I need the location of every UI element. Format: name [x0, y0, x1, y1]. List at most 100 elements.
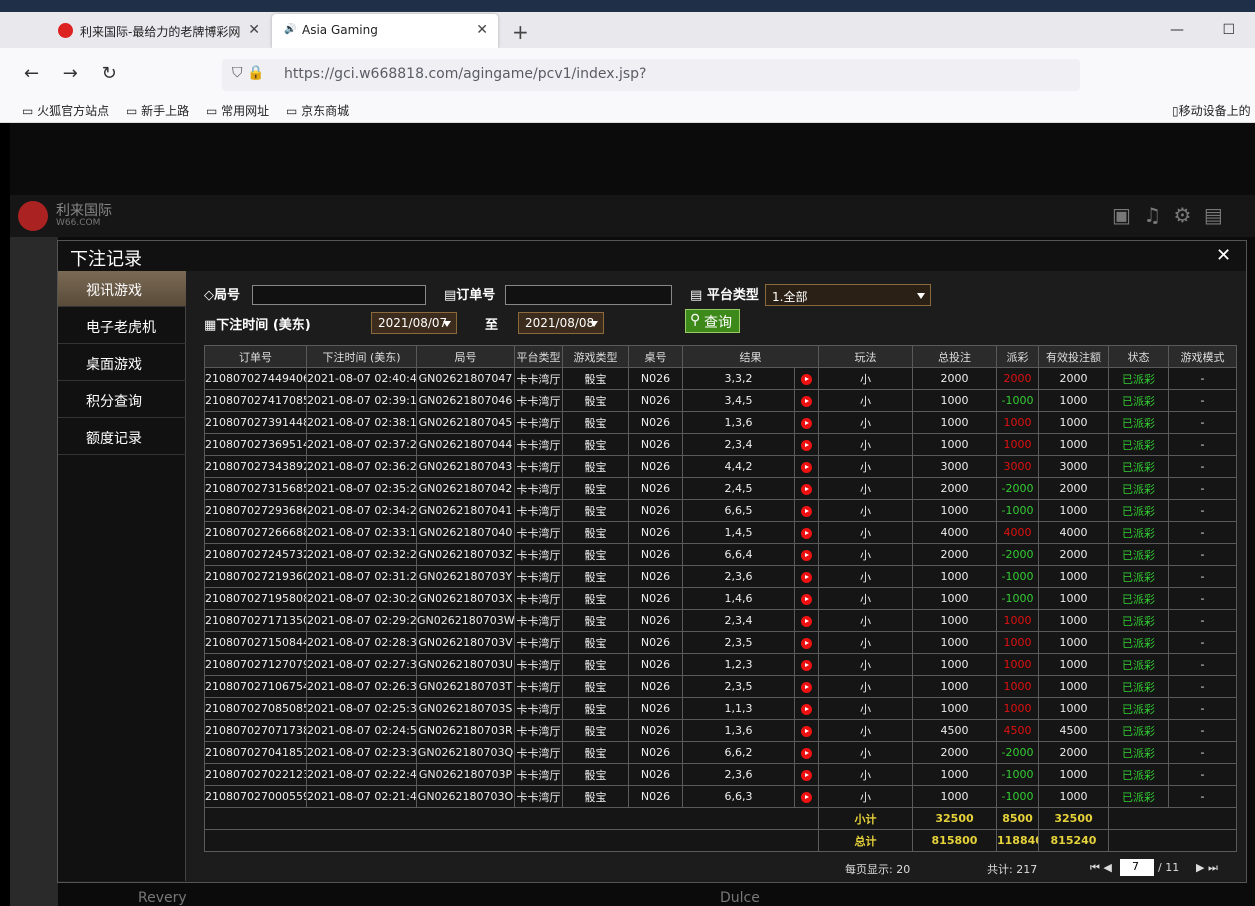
cell: GN02621807047 [416, 367, 515, 390]
replay-icon[interactable] [801, 395, 812, 407]
date-to[interactable]: 2021/08/08 [518, 312, 604, 334]
replay-icon[interactable] [801, 417, 812, 429]
query-button[interactable]: ⚲ 查询 [685, 309, 740, 333]
menu-item[interactable]: 视讯游戏 [58, 271, 186, 307]
browser-tab[interactable]: 🔊 Asia Gaming ✕ [272, 14, 498, 48]
tab-close[interactable]: ✕ [476, 22, 488, 38]
page-input[interactable]: 7 [1120, 859, 1154, 876]
window-controls[interactable]: — ☐ [1170, 22, 1236, 38]
new-tab[interactable]: + [512, 20, 529, 44]
date-from[interactable]: 2021/08/07 [371, 312, 457, 334]
replay-icon[interactable] [801, 725, 812, 737]
menu-item[interactable]: 桌面游戏 [58, 345, 186, 381]
security-icon[interactable]: ⛉ 🔒 [232, 65, 265, 81]
menu-item[interactable]: 额度记录 [58, 419, 186, 455]
bookmark-label: 新手上路 [141, 104, 190, 118]
cell: GN02621807041 [416, 499, 515, 522]
site-sidebar [10, 237, 58, 906]
value: 20 [896, 863, 911, 876]
order-input[interactable] [505, 285, 672, 305]
site-icons[interactable]: ▣ ♫ ⚙ ▤ [1112, 203, 1223, 227]
cell: 已派彩 [1108, 675, 1169, 698]
replay-icon[interactable] [801, 747, 812, 759]
replay-icon[interactable] [801, 703, 812, 715]
separator: / [1158, 861, 1162, 874]
replay-icon-cell[interactable] [794, 389, 819, 412]
replay-icon[interactable] [801, 681, 812, 693]
replay-icon-cell[interactable] [794, 543, 819, 566]
bet-row: 210807027266688 2021-08-07 02:33:19 GN0262… [204, 521, 1237, 544]
url: https://gci.w668818.com/agingame/pcv1/in… [284, 66, 647, 82]
replay-icon-cell[interactable] [794, 631, 819, 654]
replay-icon-cell[interactable] [794, 741, 819, 764]
replay-icon-cell[interactable] [794, 367, 819, 390]
replay-icon[interactable] [801, 659, 812, 671]
replay-icon[interactable] [801, 461, 812, 473]
replay-icon-cell[interactable] [794, 565, 819, 588]
page-prev[interactable]: ⏮ ◀ [1090, 861, 1112, 874]
cell: N026 [628, 785, 683, 808]
cell: 1000 [1038, 587, 1109, 610]
column-header: 结果 [682, 345, 819, 368]
replay-icon[interactable] [801, 615, 812, 627]
label-text: 平台类型 [706, 288, 759, 303]
replay-icon-cell[interactable] [794, 499, 819, 522]
total-count: 共计: 217 [987, 861, 1037, 877]
cell: 2021-08-07 02:29:26 [306, 609, 417, 632]
platform-select[interactable]: 1.全部 [765, 284, 931, 306]
bookmark[interactable]: ▭ 常用网址 [206, 104, 270, 118]
menu-item[interactable]: 积分查询 [58, 382, 186, 418]
bookmark[interactable]: ▭ 京东商城 [286, 104, 350, 118]
cell: 骰宝 [562, 499, 629, 522]
cell: 2021-08-07 02:24:59 [306, 719, 417, 742]
replay-icon-cell[interactable] [794, 653, 819, 676]
cell: 6,6,3 [682, 785, 795, 808]
cell: 210807027417085 [204, 389, 307, 412]
replay-icon-cell[interactable] [794, 609, 819, 632]
replay-icon-cell[interactable] [794, 521, 819, 544]
nav-buttons[interactable]: ← → ↻ [24, 63, 117, 84]
cell: - [1168, 565, 1237, 588]
replay-icon-cell[interactable] [794, 697, 819, 720]
replay-icon[interactable] [801, 483, 812, 495]
replay-icon[interactable] [801, 373, 812, 385]
replay-icon[interactable] [801, 769, 812, 781]
cell: 2021-08-07 02:35:23 [306, 477, 417, 500]
replay-icon-cell[interactable] [794, 455, 819, 478]
replay-icon-cell[interactable] [794, 433, 819, 456]
replay-icon[interactable] [801, 571, 812, 583]
cell: 2021-08-07 02:22:46 [306, 763, 417, 786]
cell: N026 [628, 477, 683, 500]
bookmark[interactable]: ▯移动设备上的 [1172, 104, 1251, 118]
url-bar[interactable]: https://gci.w668818.com/agingame/pcv1/in… [222, 59, 1080, 91]
replay-icon-cell[interactable] [794, 411, 819, 434]
round-input[interactable] [252, 285, 426, 305]
bookmark[interactable]: ▭ 火狐官方站点 [22, 104, 110, 118]
replay-icon-cell[interactable] [794, 763, 819, 786]
replay-icon[interactable] [801, 527, 812, 539]
cell: 1000 [1038, 433, 1109, 456]
menu-item[interactable]: 电子老虎机 [58, 308, 186, 344]
modal-close[interactable]: ✕ [1216, 245, 1232, 266]
browser-tab[interactable]: 利来国际-最给力的老牌博彩网 ✕ [50, 14, 270, 48]
bookmark[interactable]: ▭ 新手上路 [126, 104, 190, 118]
cell: 卡卡湾厅 [514, 543, 563, 566]
replay-icon-cell[interactable] [794, 587, 819, 610]
page-next[interactable]: ▶ ⏭ [1196, 861, 1218, 874]
replay-icon[interactable] [801, 439, 812, 451]
replay-icon[interactable] [801, 549, 812, 561]
replay-icon[interactable] [801, 791, 812, 803]
bookmark-label: 京东商城 [301, 104, 350, 118]
replay-icon[interactable] [801, 593, 812, 605]
replay-icon-cell[interactable] [794, 477, 819, 500]
replay-icon-cell[interactable] [794, 785, 819, 808]
cell: - [1168, 763, 1237, 786]
replay-icon[interactable] [801, 637, 812, 649]
tab-close[interactable]: ✕ [248, 22, 260, 38]
replay-icon-cell[interactable] [794, 675, 819, 698]
cell: 210807027150844 [204, 631, 307, 654]
bet-row: 210807027195808 2021-08-07 02:30:29 GN0262… [204, 587, 1237, 610]
replay-icon[interactable] [801, 505, 812, 517]
replay-icon-cell[interactable] [794, 719, 819, 742]
